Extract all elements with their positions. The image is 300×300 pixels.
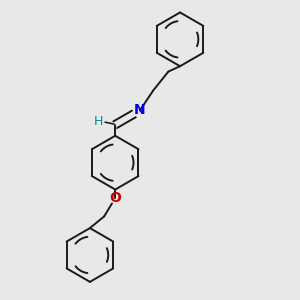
Text: H: H — [94, 115, 104, 128]
Text: O: O — [109, 191, 121, 205]
Text: N: N — [134, 103, 146, 118]
